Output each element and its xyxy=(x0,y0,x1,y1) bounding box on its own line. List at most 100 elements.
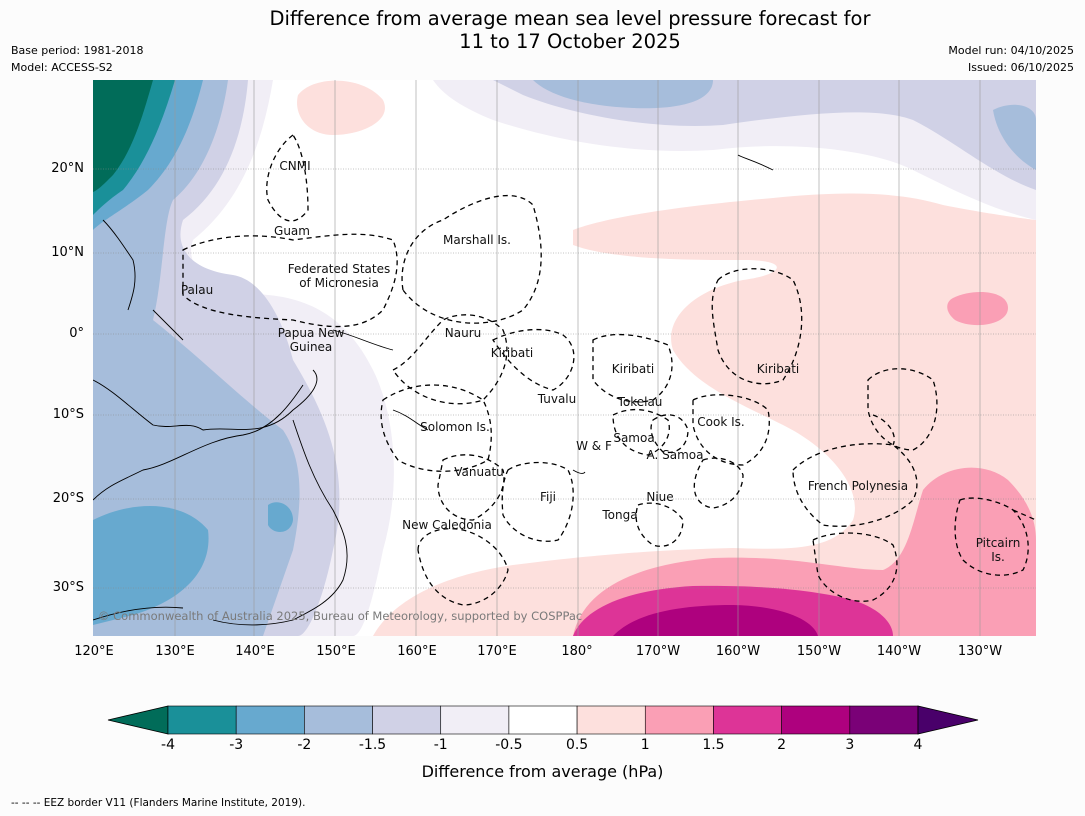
region-palau: Palau xyxy=(180,283,214,297)
colorbar-tick-label: -1.5 xyxy=(358,737,387,753)
contour-neg-2-c xyxy=(268,502,293,532)
colorbar-tick-label: -2 xyxy=(297,737,312,753)
lat-label-10n: 10°N xyxy=(51,245,84,260)
region-kiribati-west: Kiribati xyxy=(490,346,534,360)
region-cnmi: CNMI xyxy=(279,159,311,173)
lon-label-180: 180° xyxy=(561,644,593,659)
title-line-1: Difference from average mean sea level p… xyxy=(269,7,871,30)
lon-label-160w: 160°W xyxy=(715,644,761,659)
lon-label-150w: 150°W xyxy=(796,644,842,659)
contour-neg-1-5 xyxy=(93,80,300,636)
title-line-2: 11 to 17 October 2025 xyxy=(459,30,681,53)
contour-pos-2 xyxy=(613,605,818,636)
contour-pos-0-5-east xyxy=(373,193,1036,636)
colorbar-segment xyxy=(781,705,851,735)
region-pitcairn-line2: Is. xyxy=(991,550,1005,564)
graticule xyxy=(93,168,1036,589)
colorbar-segment xyxy=(508,705,578,735)
region-nauru: Nauru xyxy=(444,326,482,340)
colorbar-segment xyxy=(235,705,305,735)
region-png-line1: Papua New xyxy=(277,326,345,340)
contour-north-neg-1-5-b xyxy=(993,104,1036,170)
region-cook: Cook Is. xyxy=(697,415,745,429)
lon-label-160e: 160°E xyxy=(397,644,437,659)
meta-left: Base period: 1981-2018 Model: ACCESS-S2 xyxy=(11,42,143,76)
lon-label-130e: 130°E xyxy=(155,644,195,659)
model-name: Model: ACCESS-S2 xyxy=(11,61,113,74)
colorbar-segment xyxy=(849,705,919,735)
colorbar-tick-label: -0.5 xyxy=(495,737,523,753)
map-panel[interactable] xyxy=(93,80,1036,636)
region-samoa: Samoa xyxy=(613,431,655,445)
region-fsm-line1: Federated States xyxy=(287,262,391,276)
colorbar-segment xyxy=(167,705,237,735)
lon-label-140w: 140°W xyxy=(876,644,922,659)
colorbar-tick-label: -1 xyxy=(433,737,448,753)
contour-pos-0-5-north xyxy=(297,80,385,135)
colorbar-segment xyxy=(576,705,646,735)
colorbar-label: Difference from average (hPa) xyxy=(421,762,664,781)
lat-label-30s: 30°S xyxy=(52,580,84,595)
eez-borders xyxy=(182,134,1036,606)
region-niue: Niue xyxy=(646,490,674,504)
colorbar-under-extension xyxy=(107,705,169,735)
lon-label-140e: 140°E xyxy=(235,644,275,659)
region-marshall: Marshall Is. xyxy=(443,233,511,247)
region-tuvalu: Tuvalu xyxy=(537,392,577,406)
colorbar-tick-label: 3 xyxy=(845,737,855,753)
chart-title: Difference from average mean sea level p… xyxy=(0,7,1085,53)
region-solomon: Solomon Is. xyxy=(420,420,490,434)
contour-north-neg-0-5 xyxy=(433,80,1036,220)
colorbar-segment xyxy=(644,705,714,735)
region-pitcairn-line1: Pitcairn xyxy=(975,536,1021,550)
colorbar-tick-label: 0.5 xyxy=(565,737,589,753)
colorbar xyxy=(107,705,979,735)
eez-footnote: -- -- -- EEZ border V11 (Flanders Marine… xyxy=(11,797,306,809)
colorbar-tick-label: 4 xyxy=(913,737,923,753)
colorbar-over-extension xyxy=(917,705,979,735)
colorbar-tick-label: -3 xyxy=(229,737,244,753)
region-fsm-line2: of Micronesia xyxy=(299,276,379,290)
contour-neg-4 xyxy=(93,80,153,192)
region-fsm: Federated States of Micronesia xyxy=(288,262,390,290)
colorbar-tick-label: 2 xyxy=(777,737,787,753)
lon-label-120e: 120°E xyxy=(74,644,114,659)
region-tonga: Tonga xyxy=(602,508,638,522)
pressure-anomaly-map xyxy=(93,80,1036,636)
region-french-polynesia: French Polynesia xyxy=(807,479,909,493)
colorbar-segment xyxy=(304,705,373,735)
lon-label-170w: 170°W xyxy=(635,644,681,659)
region-wallis-futuna: W & F xyxy=(576,439,612,453)
lat-label-20n: 20°N xyxy=(51,161,84,176)
lon-label-130w: 130°W xyxy=(957,644,1003,659)
colorbar-tick-label: 1 xyxy=(640,737,650,753)
colorbar-tick-label: 1.5 xyxy=(702,737,725,753)
region-american-samoa: A. Samoa xyxy=(646,448,704,462)
region-kiribati-central: Kiribati xyxy=(611,362,655,376)
copyright-notice: © Commonwealth of Australia 2025, Bureau… xyxy=(98,609,583,623)
lat-label-20s: 20°S xyxy=(52,491,84,506)
region-vanuatu: Vanuatu xyxy=(454,465,504,479)
region-kiribati-east: Kiribati xyxy=(756,362,800,376)
colorbar-tick-label: -4 xyxy=(161,737,175,753)
lat-label-0: 0° xyxy=(69,326,84,341)
meridians xyxy=(174,80,981,636)
region-png-line2: Guinea xyxy=(289,340,333,354)
base-period: Base period: 1981-2018 xyxy=(11,44,144,57)
colorbar-segment xyxy=(713,705,782,735)
colorbar-segment xyxy=(440,705,510,735)
coastlines xyxy=(93,154,774,626)
region-tokelau: Tokelau xyxy=(617,395,663,409)
issued-date: Issued: 06/10/2025 xyxy=(967,61,1074,74)
lon-label-150e: 150°E xyxy=(316,644,356,659)
model-run: Model run: 04/10/2025 xyxy=(948,44,1074,57)
region-guam: Guam xyxy=(274,224,310,238)
contour-neg-2-b xyxy=(93,506,209,625)
region-new-caledonia: New Caledonia xyxy=(402,518,492,532)
region-fiji: Fiji xyxy=(539,490,557,504)
meta-right: Model run: 04/10/2025 Issued: 06/10/2025 xyxy=(948,42,1074,76)
region-pitcairn: Pitcairn Is. xyxy=(976,536,1021,564)
region-png: Papua New Guinea xyxy=(278,326,345,354)
lat-label-10s: 10°S xyxy=(52,407,84,422)
lon-label-170e: 170°E xyxy=(477,644,517,659)
